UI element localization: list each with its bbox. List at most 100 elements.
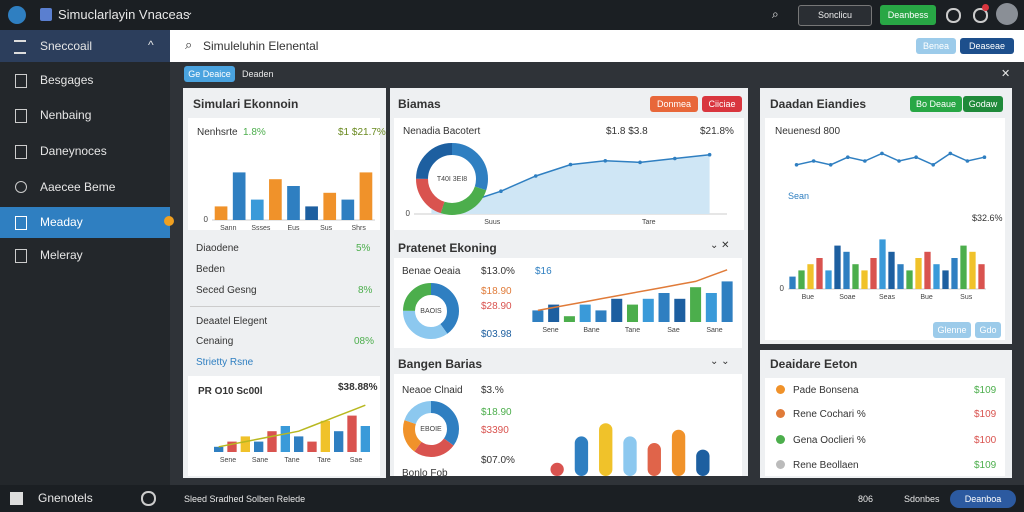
notification-icon[interactable] (973, 8, 988, 23)
sidebar-header[interactable] (0, 30, 170, 62)
button[interactable]: Donmea (650, 96, 698, 112)
sidebar-item[interactable]: Nenbaing (40, 108, 92, 122)
search-icon[interactable]: ⌕ (185, 37, 193, 52)
list-label: Gena Ooclieri % (793, 435, 866, 446)
bar (574, 436, 589, 476)
x-tick-label: Tane (284, 457, 299, 464)
bar (879, 239, 886, 289)
item-icon (15, 145, 27, 159)
chart: Sene Sane Tane Tare Sae (214, 404, 370, 464)
settings-icon[interactable] (946, 8, 961, 23)
search-icon[interactable] (141, 491, 156, 506)
x-tick-label: Bane (583, 327, 599, 334)
bar (951, 258, 958, 289)
logo[interactable] (8, 6, 26, 24)
avatar[interactable] (996, 3, 1018, 25)
bar (548, 304, 560, 322)
donut: BAOIS (403, 283, 459, 339)
bar (550, 462, 564, 476)
bar (214, 206, 228, 220)
expand-icon[interactable]: ⌄ ✕ (710, 240, 730, 251)
chevron[interactable]: ⌄ (185, 7, 194, 18)
bar (294, 436, 304, 452)
chart (550, 423, 710, 476)
select[interactable]: Sonclicu (798, 5, 872, 26)
bar (861, 270, 868, 289)
bar (214, 446, 224, 452)
bar (915, 258, 922, 289)
collapse-icon[interactable]: ^ (148, 38, 154, 52)
y-tick-label: 0 (780, 284, 785, 293)
expand-icon[interactable]: ⌄ ⌄ (710, 356, 730, 367)
trend-line (218, 404, 366, 448)
point (914, 155, 918, 159)
button[interactable]: Deaseae (960, 38, 1014, 54)
card-value: $21.8% (700, 126, 734, 137)
button[interactable]: Glenne (933, 322, 971, 338)
search-icon[interactable]: ⌕ (772, 7, 779, 21)
sidebar-active[interactable] (0, 207, 170, 238)
tab-active[interactable]: Ge Deaice (184, 66, 235, 82)
point (828, 163, 833, 167)
tab[interactable]: Deaden (242, 69, 274, 79)
x-tick-label: Sane (706, 327, 722, 334)
section-title: Deaatel Elegent (196, 316, 268, 327)
status-button[interactable]: Deanboa (950, 490, 1016, 508)
bar (924, 251, 931, 289)
chart: 0 Bue Soae Seas Bue Sus (780, 239, 986, 301)
point (603, 159, 608, 163)
button[interactable]: Benea (916, 38, 956, 54)
sidebar-item[interactable]: Meleray (40, 248, 83, 262)
list-dot (776, 385, 785, 394)
bar (647, 443, 661, 476)
point (965, 159, 970, 163)
bar (240, 436, 250, 452)
bar (626, 304, 639, 322)
sidebar-item[interactable]: Meaday (40, 215, 83, 229)
sidebar-item[interactable]: Aaecee Beme (40, 180, 116, 194)
card-value: $13.0% (481, 266, 515, 277)
point (982, 155, 987, 159)
bar (906, 270, 913, 289)
status-item: Sdonbes (904, 494, 940, 504)
button[interactable]: Godaw (963, 96, 1003, 112)
sidebar-item[interactable]: Sneccoail (40, 39, 93, 53)
point (707, 152, 712, 157)
button[interactable]: Gdo (975, 322, 1001, 338)
point (931, 163, 936, 167)
windows-icon[interactable] (10, 492, 23, 505)
close-icon[interactable]: ✕ (1001, 68, 1011, 80)
link[interactable]: Strietty Rsne (196, 357, 254, 368)
donut-segment (416, 143, 488, 215)
point (794, 163, 799, 167)
sidebar-item[interactable]: Besgages (40, 73, 94, 87)
bar (671, 429, 686, 476)
bar (960, 245, 967, 289)
chart: Sene Bane Tane Sae Sane (532, 269, 733, 334)
bar (334, 431, 344, 452)
donut: EBOIE (403, 401, 459, 457)
card-value: $32.6% (972, 213, 1003, 223)
bar (690, 287, 702, 322)
bar (843, 251, 850, 289)
panel-title: Simulari Ekonnoin (193, 97, 299, 111)
line (796, 152, 985, 166)
sidebar (0, 30, 170, 485)
bar (305, 206, 318, 220)
bar (579, 304, 591, 322)
list-label: Rene Cochari % (793, 409, 866, 420)
donut-segment (403, 401, 459, 457)
bar (320, 420, 330, 452)
item-icon (15, 181, 27, 193)
search-field[interactable]: Simuleluhin Elenental (203, 39, 319, 53)
button[interactable]: Ciiciae (702, 96, 742, 112)
divider (190, 306, 380, 307)
point (880, 151, 884, 156)
primary-button[interactable]: Deanbess (880, 5, 936, 25)
button[interactable]: Bo Deaue (910, 96, 962, 112)
bar (360, 426, 370, 452)
sidebar-item[interactable]: Daneynoces (40, 144, 107, 158)
bar (658, 293, 670, 322)
bar (595, 310, 607, 322)
x-tick-label: Eus (287, 225, 300, 232)
